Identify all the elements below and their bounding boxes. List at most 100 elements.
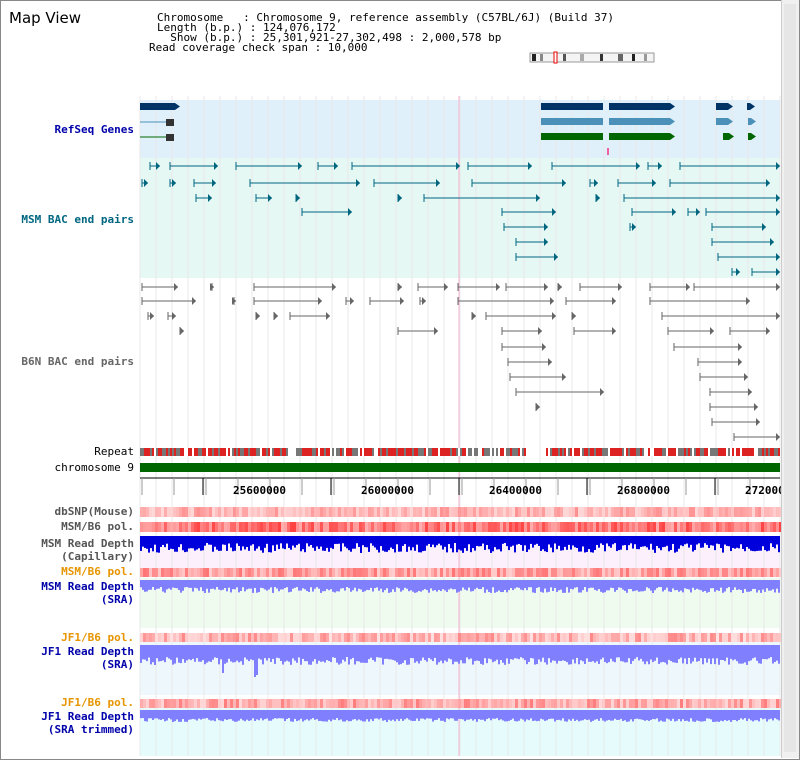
jf1-b6-pol-bin	[623, 633, 626, 642]
repeat-bin	[160, 448, 162, 456]
msm-b6-pol-bin	[770, 522, 773, 532]
jf1-trim-depth-bar	[542, 710, 544, 720]
jf1-sra-depth-bar	[366, 645, 368, 663]
track-label-refseq[interactable]: RefSeq Genes	[54, 123, 134, 136]
repeat-bin	[282, 448, 284, 456]
repeat-bin	[242, 448, 244, 456]
dbsnp-bin	[497, 507, 500, 517]
jf1-trim-depth-bar	[350, 710, 352, 722]
jf1-b6-pol-bin	[215, 633, 218, 642]
msm-capillary-depth-bar	[742, 536, 744, 549]
jf1-b6-pol-bin	[452, 699, 455, 708]
jf1-b6-pol-bin	[650, 633, 653, 642]
jf1-b6-pol-bin	[302, 633, 305, 642]
jf1-sra-depth-bar	[686, 645, 688, 665]
jf1-b6-pol-bin	[359, 633, 362, 642]
jf1-trim-depth-bar	[622, 710, 624, 721]
jf1-b6-pol-bin	[713, 633, 716, 642]
repeat-bin	[432, 448, 434, 456]
msm-b6-pol-bin	[653, 568, 656, 577]
repeat-bin	[484, 448, 486, 456]
track-label-msm-bac[interactable]: MSM BAC end pairs	[21, 213, 134, 226]
msm-bac-pair-arrow	[776, 268, 780, 276]
repeat-bin	[202, 448, 204, 456]
msm-b6-pol-bin	[188, 522, 191, 532]
track-label-msm-depth-cap[interactable]: MSM Read Depth	[41, 537, 134, 550]
jf1-trim-depth-bar	[150, 710, 152, 719]
repeat-bin	[694, 448, 696, 456]
jf1-b6-pol-bin	[212, 633, 215, 642]
msm-b6-pol-bin	[701, 568, 704, 577]
msm-b6-pol-bin	[740, 522, 743, 532]
dbsnp-bin	[518, 507, 521, 517]
refseq-gene-arrow	[728, 103, 733, 110]
jf1-b6-pol-bin	[596, 633, 599, 642]
msm-b6-pol-bin	[362, 522, 365, 532]
msm-sra-depth-bar	[422, 580, 424, 591]
msm-capillary-depth-bar	[494, 536, 496, 548]
jf1-trim-depth-bar	[560, 710, 562, 721]
jf1-sra-depth-bar	[452, 645, 454, 665]
repeat-bin	[172, 448, 174, 456]
jf1-sra-depth-bar	[320, 645, 322, 662]
msm-capillary-depth-bar	[256, 536, 258, 549]
jf1-trim-depth-bar	[772, 710, 774, 721]
repeat-bin	[688, 448, 690, 456]
track-label-jf1-b6-pol-2[interactable]: JF1/B6 pol.	[61, 696, 134, 709]
dbsnp-bin	[293, 507, 296, 517]
msm-b6-pol-bin	[641, 522, 644, 532]
track-label-jf1-depth-trim[interactable]: JF1 Read Depth	[41, 710, 134, 723]
dbsnp-bin	[596, 507, 599, 517]
repeat-bin	[472, 448, 474, 456]
repeat-bin	[434, 448, 436, 456]
dbsnp-bin	[494, 507, 497, 517]
dbsnp-bin	[644, 507, 647, 517]
jf1-b6-pol-bin	[563, 699, 566, 708]
jf1-sra-depth-bar	[188, 645, 190, 660]
msm-sra-depth-bar	[562, 580, 564, 593]
repeat-bin	[732, 448, 734, 456]
msm-b6-pol-bin	[680, 568, 683, 577]
jf1-sra-depth-bar	[168, 645, 170, 659]
track-label-dbsnp[interactable]: dbSNP(Mouse)	[54, 505, 134, 518]
jf1-b6-pol-bin	[635, 699, 638, 708]
jf1-sra-depth-bar	[228, 645, 230, 659]
msm-b6-pol-bin	[167, 522, 170, 532]
msm-capillary-depth-bar	[238, 536, 240, 547]
jf1-b6-pol-bin	[194, 699, 197, 708]
msm-sra-depth-bar	[688, 580, 690, 590]
jf1-sra-depth-bar	[668, 645, 670, 660]
track-label-msm-depth-sra[interactable]: MSM Read Depth	[41, 580, 134, 593]
msm-b6-pol-bin	[410, 568, 413, 577]
track-label-msm-b6-pol[interactable]: MSM/B6 pol.	[61, 520, 134, 533]
repeat-bin	[318, 448, 320, 456]
track-label-msm-b6-pol-2[interactable]: MSM/B6 pol.	[61, 565, 134, 578]
jf1-b6-pol-bin	[206, 699, 209, 708]
repeat-bin	[356, 448, 358, 456]
repeat-bin	[576, 448, 578, 456]
dbsnp-bin	[422, 507, 425, 517]
scrollbar-thumb[interactable]	[784, 4, 796, 752]
msm-sra-depth-bar	[342, 580, 344, 589]
jf1-sra-depth-bar	[206, 645, 208, 663]
repeat-bin	[648, 448, 650, 456]
dbsnp-bin	[239, 507, 242, 517]
repeat-bin	[424, 448, 426, 456]
msm-sra-depth-bar	[692, 580, 694, 588]
jf1-trim-depth-bar	[226, 710, 228, 721]
msm-b6-pol-bin	[569, 568, 572, 577]
jf1-b6-pol-bin	[215, 699, 218, 708]
msm-b6-pol-bin	[521, 522, 524, 532]
vertical-scrollbar[interactable]	[781, 0, 799, 758]
jf1-sra-depth-bar	[280, 645, 282, 661]
track-label-jf1-depth[interactable]: JF1 Read Depth	[41, 645, 134, 658]
jf1-b6-pol-bin	[428, 633, 431, 642]
msm-capillary-depth-bar	[454, 536, 456, 544]
track-label-b6n-bac[interactable]: B6N BAC end pairs	[21, 355, 134, 368]
dbsnp-bin	[479, 507, 482, 517]
jf1-trim-depth-bar	[578, 710, 580, 722]
jf1-sra-depth-bar	[244, 645, 246, 658]
track-label-jf1-b6-pol[interactable]: JF1/B6 pol.	[61, 631, 134, 644]
jf1-sra-depth-bar	[768, 645, 770, 659]
refseq-gap	[603, 100, 609, 144]
